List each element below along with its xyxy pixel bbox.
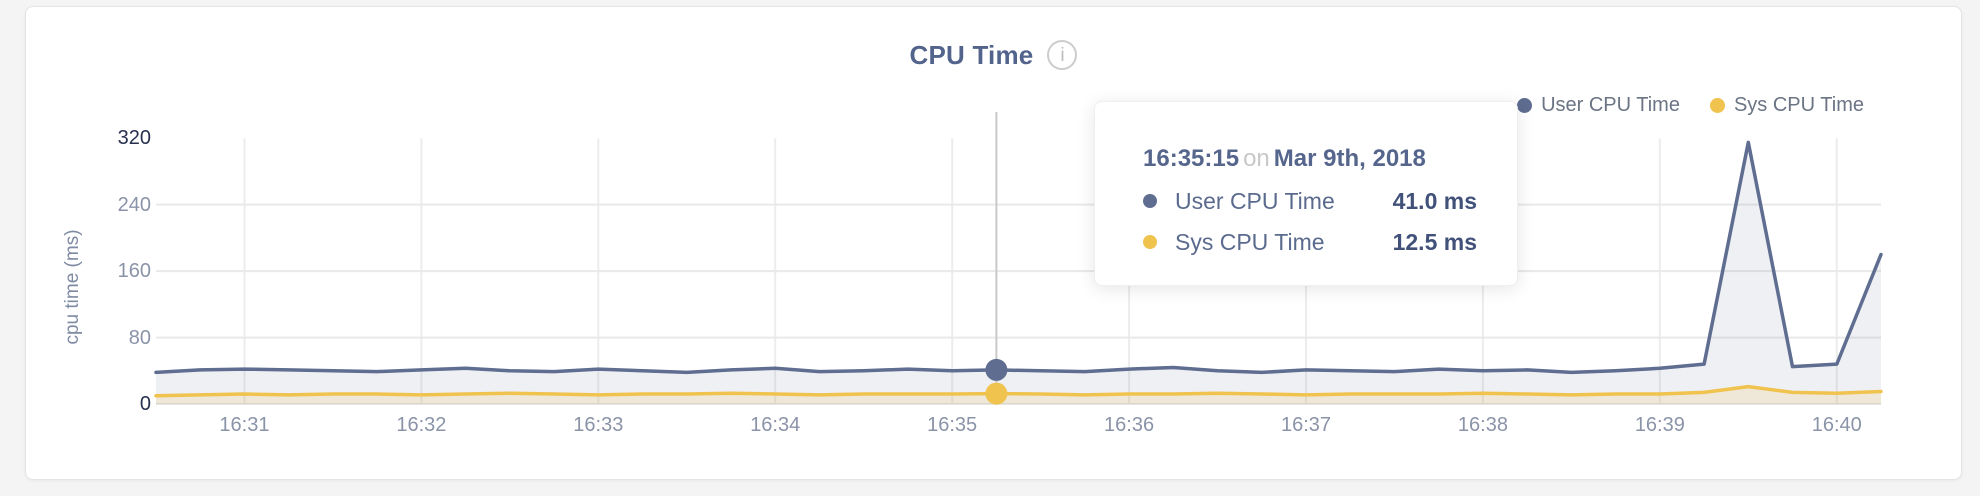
cpu-time-chart-plot[interactable] <box>154 106 1883 406</box>
chart-tooltip: 16:35:15 on Mar 9th, 2018 User CPU Time 41… <box>1094 101 1518 286</box>
user-selected-marker <box>985 358 1008 381</box>
legend-item-sys-cpu-time[interactable]: Sys CPU Time <box>1709 93 1864 117</box>
tooltip-row-value: 12.5 ms <box>1392 228 1477 255</box>
tooltip-row-value: 41.0 ms <box>1392 187 1477 214</box>
x-tick-label: 16:34 <box>750 414 801 436</box>
sys-series-dot-icon <box>1709 97 1725 113</box>
sys-series-dot-icon <box>1143 235 1157 249</box>
y-tick-label: 240 <box>117 193 151 216</box>
y-tick-label: 160 <box>117 260 151 283</box>
x-tick-label: 16:35 <box>927 414 978 436</box>
chart-legend: User CPU Time Sys CPU Time <box>1517 93 1864 117</box>
tooltip-date: Mar 9th, 2018 <box>1273 145 1426 172</box>
chart-header: CPU Time i <box>26 37 1961 73</box>
tooltip-row-user: User CPU Time 41.0 ms <box>1143 187 1477 215</box>
user-line <box>154 140 1883 375</box>
x-tick-label: 16:33 <box>573 414 624 436</box>
y-tick-label: 320 <box>117 127 151 150</box>
tooltip-heading: 16:35:15 on Mar 9th, 2018 <box>1143 144 1477 174</box>
x-tick-label: 16:31 <box>219 414 270 436</box>
y-tick-label: 0 <box>139 393 151 415</box>
legend-item-user-cpu-time[interactable]: User CPU Time <box>1517 94 1680 117</box>
x-tick-label: 16:32 <box>396 414 447 436</box>
x-tick-label: 16:39 <box>1634 414 1685 436</box>
x-tick-label: 16:38 <box>1457 414 1508 436</box>
x-tick-label: 16:37 <box>1280 414 1332 436</box>
x-tick-label: 16:40 <box>1811 414 1862 436</box>
tooltip-connector: on <box>1243 145 1270 172</box>
user-area <box>156 142 1881 404</box>
user-series-dot-icon <box>1517 97 1533 113</box>
cpu-time-card: CPU Time i User CPU Time Sys CPU Time cp… <box>25 6 1962 480</box>
legend-label: Sys CPU Time <box>1733 93 1864 116</box>
legend-label: User CPU Time <box>1541 93 1680 116</box>
tooltip-row-sys: Sys CPU Time 12.5 ms <box>1143 228 1477 256</box>
y-tick-label: 80 <box>128 326 151 349</box>
sys-selected-marker <box>985 382 1008 405</box>
tooltip-time: 16:35:15 <box>1143 145 1240 172</box>
tooltip-row-label: User CPU Time <box>1175 187 1335 214</box>
chart-title: CPU Time <box>909 39 1034 70</box>
sys-line <box>154 384 1883 398</box>
tooltip-row-label: Sys CPU Time <box>1175 228 1325 255</box>
user-series-dot-icon <box>1143 194 1157 208</box>
x-tick-label: 16:36 <box>1104 414 1155 436</box>
info-icon[interactable]: i <box>1047 40 1078 70</box>
